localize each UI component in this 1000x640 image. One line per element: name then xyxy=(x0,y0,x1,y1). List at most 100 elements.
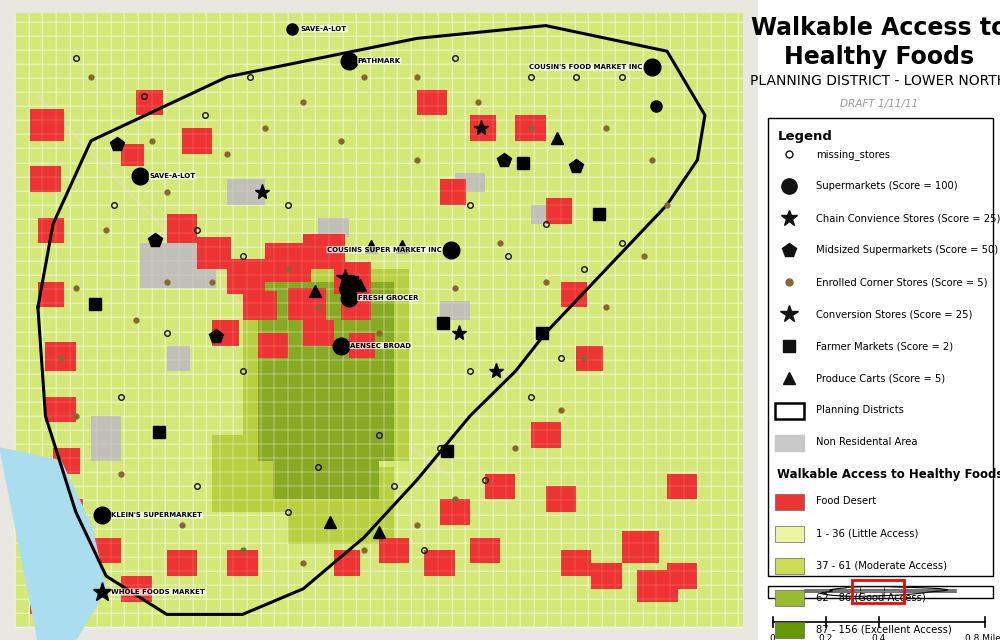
Bar xyxy=(140,243,216,288)
Bar xyxy=(768,118,993,576)
Polygon shape xyxy=(0,448,106,640)
Text: Farmer Markets (Score = 2): Farmer Markets (Score = 2) xyxy=(816,341,953,351)
Text: 37 - 61 (Moderate Access): 37 - 61 (Moderate Access) xyxy=(816,561,947,570)
Text: Walkable Access to Healthy Foods: Walkable Access to Healthy Foods xyxy=(777,468,1000,481)
Bar xyxy=(243,291,277,320)
Text: 0.4: 0.4 xyxy=(872,634,886,640)
Bar xyxy=(53,499,83,525)
Text: 62 - 86 (Good Access): 62 - 86 (Good Access) xyxy=(816,593,926,602)
Bar xyxy=(775,494,804,511)
Text: 0.2: 0.2 xyxy=(819,634,833,640)
Text: Enrolled Corner Stores (Score = 5): Enrolled Corner Stores (Score = 5) xyxy=(816,277,988,287)
Bar xyxy=(440,499,470,525)
Bar xyxy=(334,262,371,294)
Bar xyxy=(136,90,163,115)
Bar xyxy=(775,526,804,543)
Bar xyxy=(273,435,379,499)
Bar xyxy=(591,563,622,589)
Bar xyxy=(667,474,697,499)
Bar xyxy=(91,416,121,461)
Bar xyxy=(212,320,239,346)
Bar xyxy=(637,570,678,602)
Bar xyxy=(855,591,899,592)
Bar xyxy=(440,301,470,320)
Text: WHOLE FOODS MARKET: WHOLE FOODS MARKET xyxy=(111,589,205,595)
Text: KLEIN'S SUPERMARKET: KLEIN'S SUPERMARKET xyxy=(111,512,202,518)
Bar xyxy=(182,128,212,154)
Bar xyxy=(334,550,360,576)
Bar xyxy=(440,179,466,205)
Bar xyxy=(775,622,804,639)
Bar xyxy=(775,558,804,575)
Bar xyxy=(576,346,603,371)
Bar xyxy=(768,586,993,598)
Text: Planning Districts: Planning Districts xyxy=(816,405,904,415)
Polygon shape xyxy=(821,587,948,596)
Bar xyxy=(775,590,804,607)
Bar xyxy=(30,109,64,141)
Bar xyxy=(243,269,409,461)
Bar xyxy=(303,320,334,346)
Bar xyxy=(546,198,572,224)
Bar xyxy=(379,538,409,563)
Bar xyxy=(417,90,447,115)
Bar xyxy=(470,538,500,563)
Text: COUSINS SUPER MARKET INC: COUSINS SUPER MARKET INC xyxy=(327,246,442,253)
Bar xyxy=(775,403,804,419)
Bar xyxy=(561,282,587,307)
Text: Midsized Supermarkets (Score = 50): Midsized Supermarkets (Score = 50) xyxy=(816,245,998,255)
Bar xyxy=(485,474,515,499)
Bar xyxy=(470,115,496,141)
Bar xyxy=(258,282,394,461)
Text: PLANNING DISTRICT - LOWER NORTH: PLANNING DISTRICT - LOWER NORTH xyxy=(750,74,1000,88)
Text: Food Desert: Food Desert xyxy=(816,497,876,506)
Bar xyxy=(167,346,190,371)
Bar xyxy=(167,550,197,576)
Bar xyxy=(455,173,485,192)
Text: Produce Carts (Score = 5): Produce Carts (Score = 5) xyxy=(816,373,945,383)
Bar xyxy=(531,205,553,224)
Bar xyxy=(515,115,546,141)
Text: Legend: Legend xyxy=(777,130,832,143)
Bar xyxy=(38,282,64,307)
Text: SAVE-A-LOT: SAVE-A-LOT xyxy=(149,173,196,179)
Bar xyxy=(622,531,659,563)
Text: SAVE-A-LOT: SAVE-A-LOT xyxy=(301,26,347,32)
Text: Walkable Access to
Healthy Foods: Walkable Access to Healthy Foods xyxy=(751,16,1000,68)
Bar xyxy=(288,467,394,544)
Bar xyxy=(561,550,591,576)
Bar xyxy=(258,333,288,358)
Bar xyxy=(197,237,231,269)
Bar xyxy=(303,234,345,269)
Bar xyxy=(30,166,61,192)
Bar xyxy=(45,342,76,371)
Bar xyxy=(318,218,349,237)
Bar xyxy=(341,294,371,320)
Bar xyxy=(852,580,904,604)
Bar xyxy=(265,243,311,282)
Bar xyxy=(38,218,64,243)
Bar xyxy=(546,486,576,512)
Bar xyxy=(349,333,375,358)
Bar xyxy=(288,288,326,320)
Bar xyxy=(775,435,804,451)
Text: 0: 0 xyxy=(770,634,775,640)
Text: missing_stores: missing_stores xyxy=(816,148,890,160)
Bar xyxy=(212,435,349,512)
Bar xyxy=(424,550,455,576)
Text: AENSEC BROAD: AENSEC BROAD xyxy=(350,342,411,349)
Text: FRESH GROCER: FRESH GROCER xyxy=(358,294,418,301)
Bar xyxy=(30,589,61,614)
Text: Non Residental Area: Non Residental Area xyxy=(816,437,918,447)
Text: 87 - 156 (Excellent Access): 87 - 156 (Excellent Access) xyxy=(816,625,952,634)
Bar xyxy=(227,179,265,205)
Text: COUSIN'S FOOD MARKET INC: COUSIN'S FOOD MARKET INC xyxy=(529,64,643,70)
Bar xyxy=(45,397,76,422)
Text: Supermarkets (Score = 100): Supermarkets (Score = 100) xyxy=(816,181,958,191)
Bar xyxy=(227,259,265,294)
Text: Conversion Stores (Score = 25): Conversion Stores (Score = 25) xyxy=(816,309,972,319)
Text: 0.8 Miles: 0.8 Miles xyxy=(965,634,1000,640)
Bar xyxy=(121,144,144,166)
Bar xyxy=(53,550,83,576)
Bar xyxy=(53,448,80,474)
